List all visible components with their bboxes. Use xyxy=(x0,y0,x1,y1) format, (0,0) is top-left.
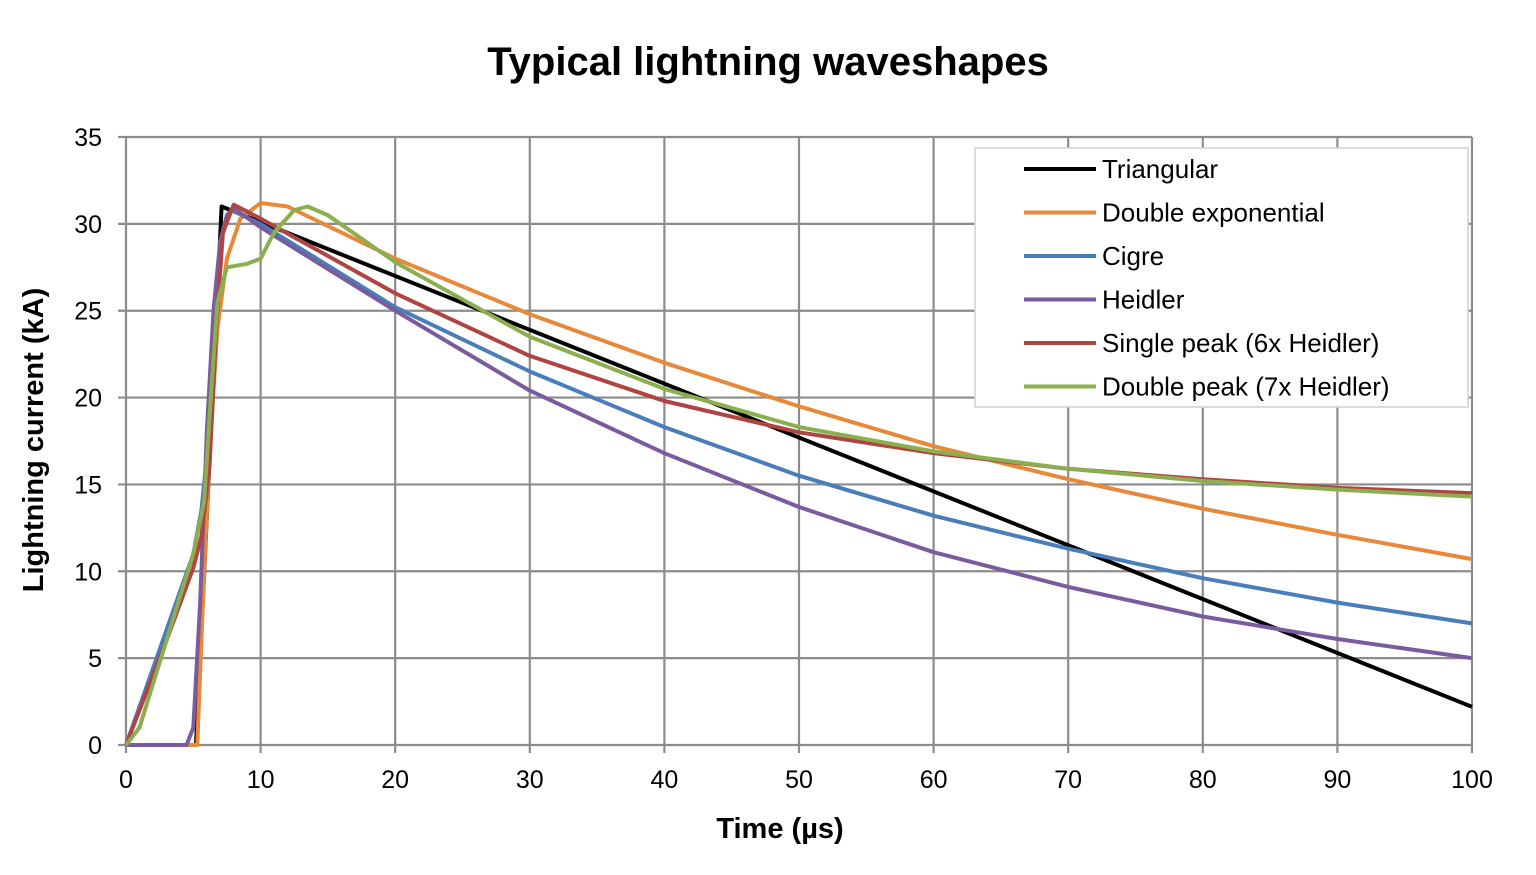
x-tick-label: 20 xyxy=(381,766,409,794)
y-axis-ticks: 0 5 10 15 20 25 30 35 xyxy=(74,124,102,760)
x-tick-label: 10 xyxy=(247,766,275,794)
x-tick-label: 40 xyxy=(650,766,678,794)
legend: Triangular Double exponential Cigre Heidler… xyxy=(974,147,1469,408)
chart-title: Typical lightning waveshapes xyxy=(487,40,1049,84)
y-tick-label: 10 xyxy=(74,558,102,586)
x-tick-label: 30 xyxy=(516,766,544,794)
x-axis-label: Time (µs) xyxy=(716,813,843,845)
y-tick-label: 20 xyxy=(74,385,102,413)
y-tick-label: 35 xyxy=(74,124,102,152)
series-lines xyxy=(124,201,1473,747)
legend-label: Heidler xyxy=(1102,285,1185,315)
y-tick-label: 30 xyxy=(74,211,102,239)
legend-label: Double exponential xyxy=(1102,198,1325,228)
y-tick-label: 0 xyxy=(88,732,102,760)
x-tick-label: 0 xyxy=(119,766,133,794)
x-tick-label: 60 xyxy=(920,766,948,794)
legend-label: Triangular xyxy=(1102,154,1218,184)
y-tick-label: 5 xyxy=(88,645,102,673)
grid xyxy=(118,135,1474,753)
x-axis-ticks: 0 10 20 30 40 50 60 70 80 90 100 xyxy=(119,766,1493,794)
x-tick-label: 50 xyxy=(785,766,813,794)
legend-label: Cigre xyxy=(1102,241,1164,271)
y-axis-label: Lightning current (kA) xyxy=(18,288,50,592)
legend-label: Single peak (6x Heidler) xyxy=(1102,328,1379,358)
y-tick-label: 15 xyxy=(74,471,102,499)
x-tick-label: 80 xyxy=(1189,766,1217,794)
x-tick-label: 100 xyxy=(1451,766,1493,794)
legend-label: Double peak (7x Heidler) xyxy=(1102,372,1390,402)
x-tick-label: 70 xyxy=(1054,766,1082,794)
series-line-double-peak-7x-heidler xyxy=(124,204,1473,747)
y-tick-label: 25 xyxy=(74,298,102,326)
series-line-heidler xyxy=(126,206,1473,747)
x-tick-label: 90 xyxy=(1323,766,1351,794)
